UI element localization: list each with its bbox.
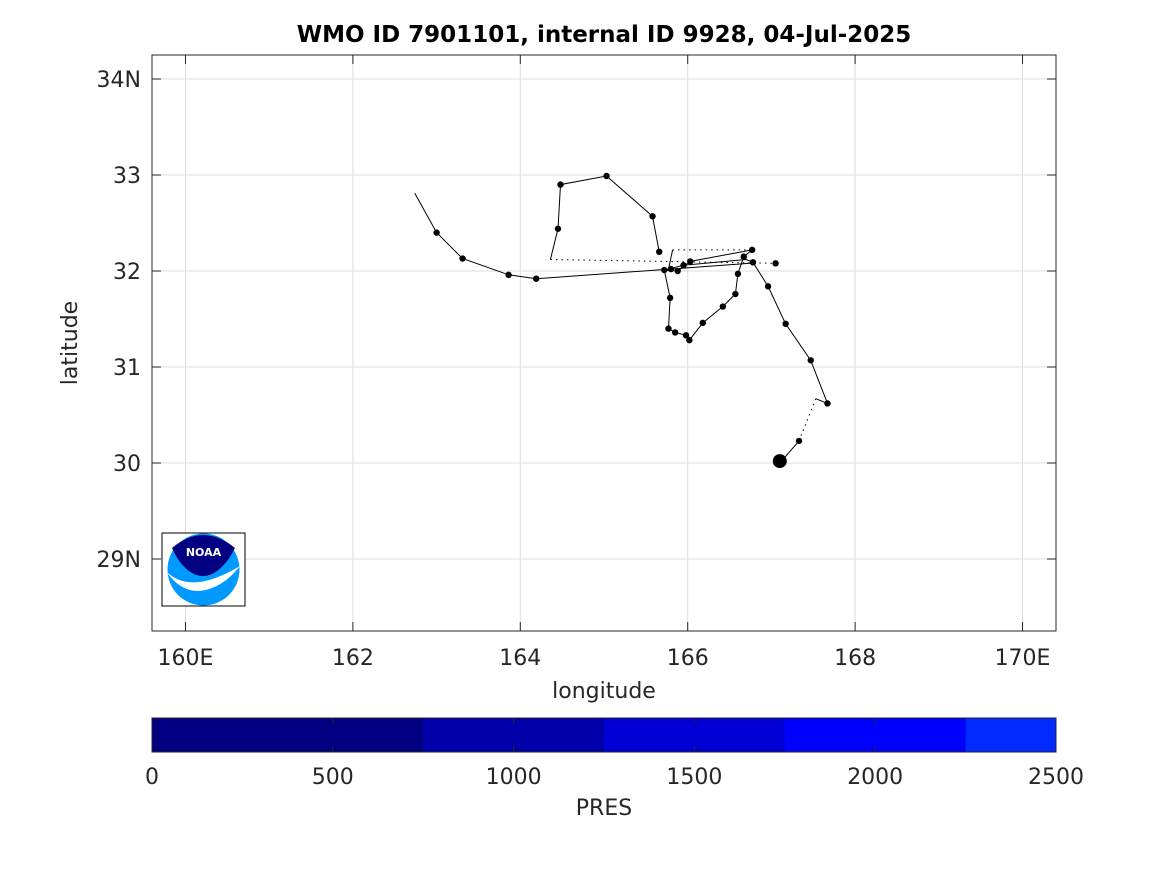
colorbar-tick-label: 0 (145, 765, 159, 790)
chart-title: WMO ID 7901101, internal ID 9928, 04-Jul… (297, 22, 912, 48)
axis-ticks: 160E 162 164 166 168 170E 29N 30 31 32 33 34N (97, 55, 1056, 671)
profile-point (649, 213, 656, 220)
profile-point (719, 303, 727, 310)
profile-point (795, 437, 803, 445)
profile-point (687, 258, 694, 265)
colorbar-tick-label: 2000 (847, 765, 903, 790)
profile-point (807, 357, 814, 364)
profile-point (764, 283, 772, 290)
profile-point (505, 271, 512, 279)
profile-point (671, 329, 679, 336)
y-tick-label: 32 (113, 260, 141, 285)
profile-point (661, 266, 668, 274)
colorbar-tick-label: 1000 (486, 765, 542, 790)
profile-point (666, 294, 674, 302)
profile-point (682, 332, 690, 339)
profile-point (782, 320, 789, 327)
profile-point (772, 260, 779, 267)
track-gap-dotted (550, 259, 776, 264)
profile-point (686, 336, 693, 344)
profile-point (749, 259, 757, 266)
colorbar-frame (151, 717, 1057, 753)
x-tick-label: 162 (332, 646, 374, 671)
y-tick-label: 33 (113, 164, 141, 189)
x-tick-label: 170E (995, 646, 1051, 671)
plot-area (152, 55, 1056, 631)
colorbar-tick-label: 500 (312, 765, 354, 790)
colorbar-tick-label: 2500 (1028, 765, 1084, 790)
profile-point (667, 265, 675, 273)
colorbar-bin (152, 718, 424, 752)
y-tick-label: 34N (97, 68, 141, 93)
profile-point (554, 225, 562, 232)
y-tick-label: 30 (113, 452, 141, 477)
profile-point (433, 229, 440, 236)
track-segment (667, 249, 829, 405)
latest-position-marker (772, 454, 787, 469)
profile-point (680, 262, 687, 269)
profile-point (734, 270, 742, 278)
profile-point (674, 267, 681, 275)
colorbar-label: PRES (576, 796, 632, 821)
y-tick-label: 29N (97, 548, 141, 573)
colorbar-tick-label: 1500 (666, 765, 722, 790)
track-gap-dotted (798, 398, 817, 442)
profile-point (824, 400, 831, 407)
profile-point (732, 290, 739, 298)
x-tick-label: 160E (158, 646, 214, 671)
profile-point (699, 319, 706, 327)
profile-point (459, 255, 466, 262)
y-tick-label: 31 (113, 356, 141, 381)
profile-point (533, 275, 540, 282)
x-tick-label: 164 (499, 646, 541, 671)
x-axis-label: longitude (552, 679, 656, 704)
x-tick-label: 166 (667, 646, 709, 671)
logo-text: NOAA (186, 546, 222, 559)
profile-point (740, 253, 747, 260)
colorbar-ticks: 0 500 1000 1500 2000 2500 (145, 718, 1084, 790)
colorbar (152, 718, 1057, 752)
profile-point (603, 172, 610, 180)
colorbar-bin (965, 718, 1057, 752)
noaa-logo: NOAA (161, 532, 246, 607)
profile-point (665, 325, 672, 332)
plot-frame (151, 54, 1057, 632)
x-tick-label: 168 (834, 646, 876, 671)
logo-bird-shape (172, 535, 235, 576)
y-axis-label: latitude (58, 301, 83, 385)
profile-point (557, 181, 564, 188)
profile-point (748, 246, 756, 254)
logo-wave-shape (166, 566, 240, 592)
profile-point (656, 248, 663, 255)
profile-points (433, 172, 831, 469)
track-segment (414, 192, 751, 280)
